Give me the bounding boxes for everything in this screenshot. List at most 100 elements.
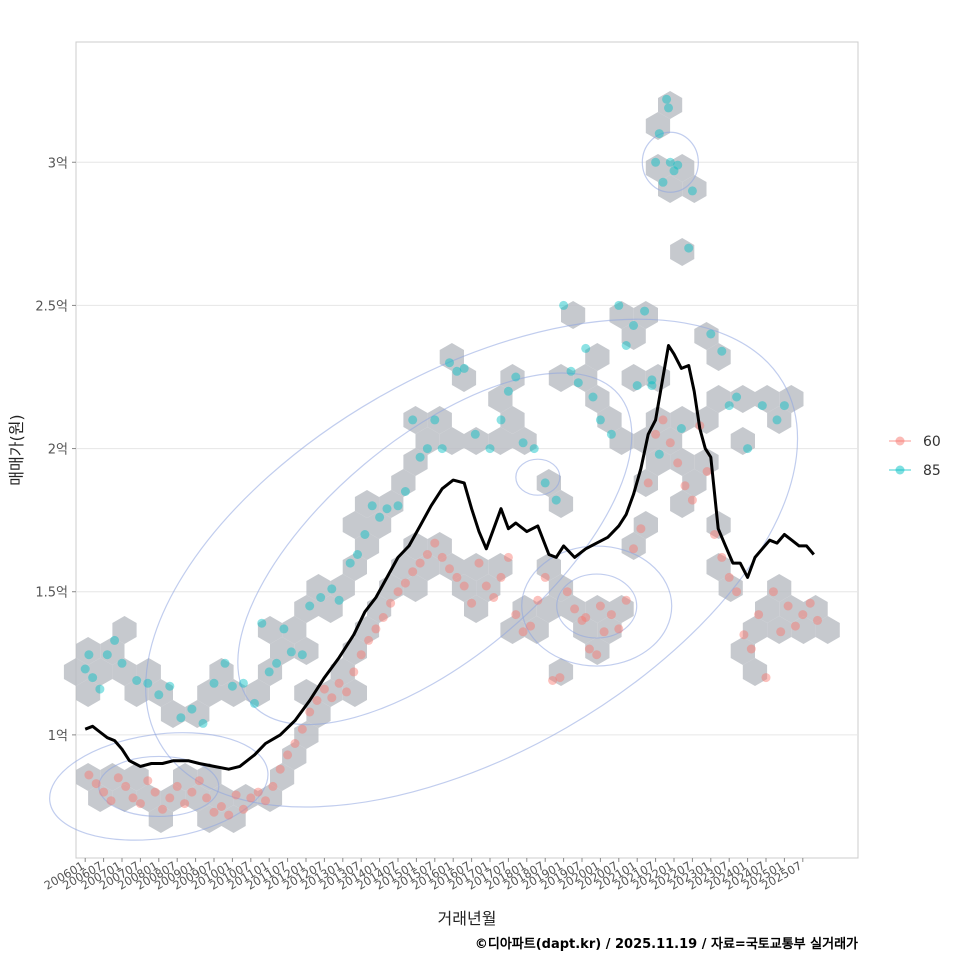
data-point-60 [364,635,374,645]
data-point-85 [732,392,742,402]
data-point-85 [595,415,605,425]
data-point-60 [238,804,248,814]
data-point-60 [570,604,580,614]
hexbin-cell [791,616,816,644]
data-point-60 [305,707,315,717]
hexbin-cell [427,406,452,434]
data-point-60 [349,667,359,677]
data-point-85 [614,300,624,310]
data-point-60 [135,799,145,809]
hexbin-cell [755,385,780,413]
hexbin-cell [185,784,210,812]
data-point-60 [702,467,712,476]
data-point-60 [754,610,764,620]
data-point-85 [84,650,94,660]
hexbin-cell [561,301,586,329]
hexbin-cell [245,679,270,707]
y-axis-title: 매매가(원) [7,414,26,485]
data-point-85 [573,378,583,388]
data-point-85 [452,366,462,376]
hexbin-cell [573,616,598,644]
data-point-85 [551,495,561,505]
data-point-85 [187,704,197,714]
hexbin-cell [367,511,392,539]
hexbin-cell [597,406,622,434]
hexbin-cell [767,574,792,602]
data-point-60 [636,524,646,534]
data-point-85 [496,415,506,425]
hexbin-cell [500,616,525,644]
data-point-60 [356,650,366,660]
data-point-85 [102,650,112,660]
hexbin-cell [597,616,622,644]
hexbin-cell [670,238,695,266]
hexbin-cell [609,301,634,329]
data-point-60 [518,627,528,637]
hexbin-cell [173,763,198,791]
data-point-85 [110,635,120,645]
hexbin-cell [730,427,755,455]
data-point-60 [165,793,175,803]
hexbin-cell [645,154,671,182]
hexbin-cell [718,574,743,602]
data-point-85 [606,429,616,439]
data-point-60 [106,796,116,806]
y-tick-label: 2억 [48,443,68,458]
hexbin-cell [112,784,137,812]
data-point-60 [606,610,616,620]
data-point-60 [84,770,94,780]
hexbin-cell [573,364,598,392]
data-point-85 [279,624,289,634]
density-contour [237,372,633,726]
hexbin-cell [536,469,561,497]
hexbin-cell [670,448,695,476]
data-point-60 [445,564,454,574]
data-point-85 [367,501,377,511]
data-point-60 [526,621,535,631]
data-point-85 [654,449,664,459]
legend-label-85: 85 [923,463,941,479]
hexbin-cell [536,553,561,581]
hexbin-cell [427,532,452,560]
data-point-60 [121,781,131,791]
data-point-85 [647,381,657,391]
hexbin-cell [124,679,149,707]
data-point-85 [706,329,716,339]
hexbin-cell [767,616,792,644]
legend-key-85 [895,465,905,475]
data-point-85 [511,372,521,382]
hexbin-cell [609,595,634,623]
data-point-85 [724,401,734,411]
hexbin-cell [112,658,137,686]
hexbin-cell [148,805,173,833]
data-point-60 [91,779,101,789]
data-point-60 [283,750,293,760]
data-point-60 [437,552,447,562]
data-point-60 [143,776,153,786]
data-point-60 [422,550,432,559]
data-point-85 [470,429,480,439]
data-point-60 [158,804,167,814]
data-point-85 [651,157,661,167]
trend-line-layer [84,344,815,771]
hexbin-cell [464,595,489,623]
hexbin-cell [779,595,804,623]
hexbin-layer [63,91,840,833]
data-point-60 [261,796,270,806]
data-point-85 [132,676,142,685]
y-tick-label: 3억 [48,156,68,171]
data-point-60 [651,429,661,439]
data-point-85 [673,160,683,170]
data-point-60 [246,793,256,803]
data-point-60 [253,787,263,797]
hexbin-cell [755,595,780,623]
data-point-85 [632,381,642,391]
hexbin-cell [512,427,537,455]
data-point-60 [194,776,204,786]
hexbin-cell [670,490,695,518]
data-point-60 [297,724,307,734]
data-point-85 [640,306,650,316]
data-point-60 [732,587,742,597]
data-point-85 [257,618,267,628]
data-point-60 [790,621,800,631]
